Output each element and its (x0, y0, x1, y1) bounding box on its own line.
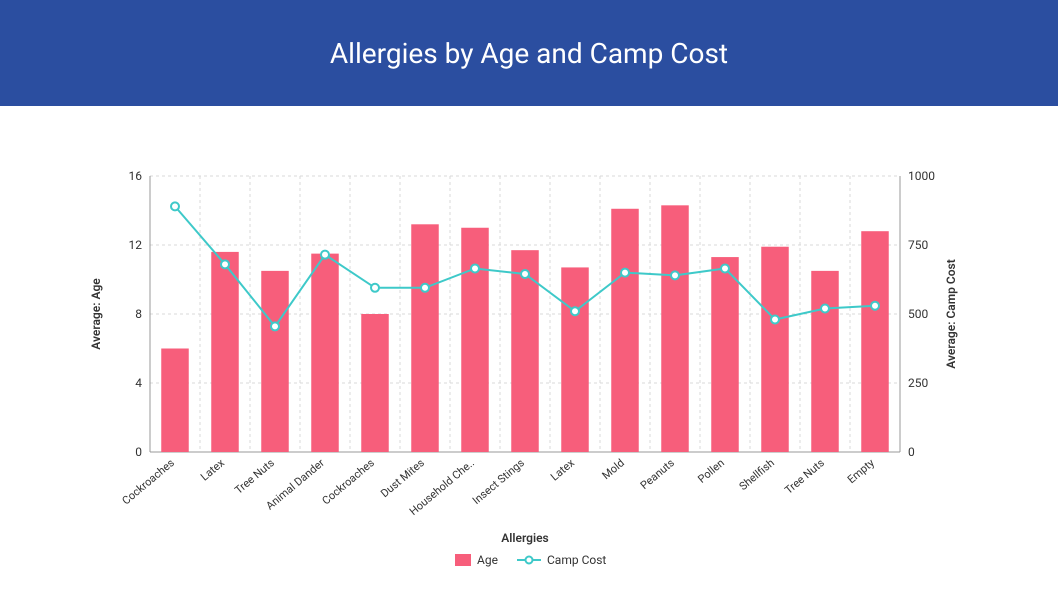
bar (661, 205, 689, 452)
bar (761, 247, 789, 452)
svg-text:500: 500 (908, 307, 928, 321)
x-tick-label: Empty (845, 456, 878, 486)
bar (561, 267, 589, 452)
svg-text:1000: 1000 (908, 169, 935, 183)
line-marker (221, 260, 229, 268)
x-tick-label: Dust Mites (378, 456, 427, 500)
line-marker (871, 302, 879, 310)
chart-svg: 048121602505007501000CockroachesLatexTre… (0, 106, 1058, 598)
svg-text:16: 16 (129, 169, 143, 183)
bar (411, 224, 439, 452)
x-axis-title: Allergies (501, 531, 548, 545)
x-tick-label: Shellfish (737, 456, 777, 493)
svg-text:0: 0 (135, 445, 142, 459)
svg-text:8: 8 (135, 307, 142, 321)
svg-text:750: 750 (908, 238, 928, 252)
svg-text:250: 250 (908, 376, 928, 390)
line-marker (421, 284, 429, 292)
line-marker (471, 264, 479, 272)
bar (461, 228, 489, 452)
chart-container: 048121602505007501000CockroachesLatexTre… (0, 106, 1058, 598)
x-tick-label: Tree Nuts (232, 456, 277, 497)
x-tick-label: Tree Nuts (782, 456, 827, 497)
line-marker (171, 202, 179, 210)
line-marker (521, 270, 529, 278)
line-marker (821, 304, 829, 312)
bar (861, 231, 889, 452)
line-marker (271, 322, 279, 330)
line-marker (771, 316, 779, 324)
y-left-title: Average: Age (89, 278, 103, 350)
line-marker (371, 284, 379, 292)
legend: Age Camp Cost (455, 553, 606, 567)
x-tick-label: Peanuts (638, 456, 677, 492)
line-marker (321, 251, 329, 259)
bar (711, 257, 739, 452)
x-tick-label: Cockroaches (120, 456, 178, 507)
bar (611, 209, 639, 452)
chart-title: Allergies by Age and Camp Cost (330, 37, 728, 70)
legend-label-cost: Camp Cost (547, 553, 606, 567)
svg-text:12: 12 (129, 238, 143, 252)
x-tick-label: Latex (548, 456, 577, 484)
line-marker (571, 307, 579, 315)
x-tick-label: Insect Stings (470, 456, 527, 507)
bar (361, 314, 389, 452)
line-marker (621, 269, 629, 277)
x-tick-label: Cockroaches (320, 456, 378, 507)
svg-text:4: 4 (135, 376, 142, 390)
line-marker (721, 264, 729, 272)
x-tick-label: Latex (198, 456, 227, 484)
bar (811, 271, 839, 452)
line-marker (671, 271, 679, 279)
chart-header: Allergies by Age and Camp Cost (0, 0, 1058, 106)
bar (311, 254, 339, 452)
bar (161, 349, 189, 453)
bar (211, 252, 239, 452)
svg-text:0: 0 (908, 445, 915, 459)
x-tick-label: Mold (600, 456, 627, 482)
x-tick-label: Pollen (695, 456, 727, 486)
legend-label-age: Age (477, 553, 498, 567)
bar (261, 271, 289, 452)
y-right-title: Average: Camp Cost (944, 259, 958, 369)
